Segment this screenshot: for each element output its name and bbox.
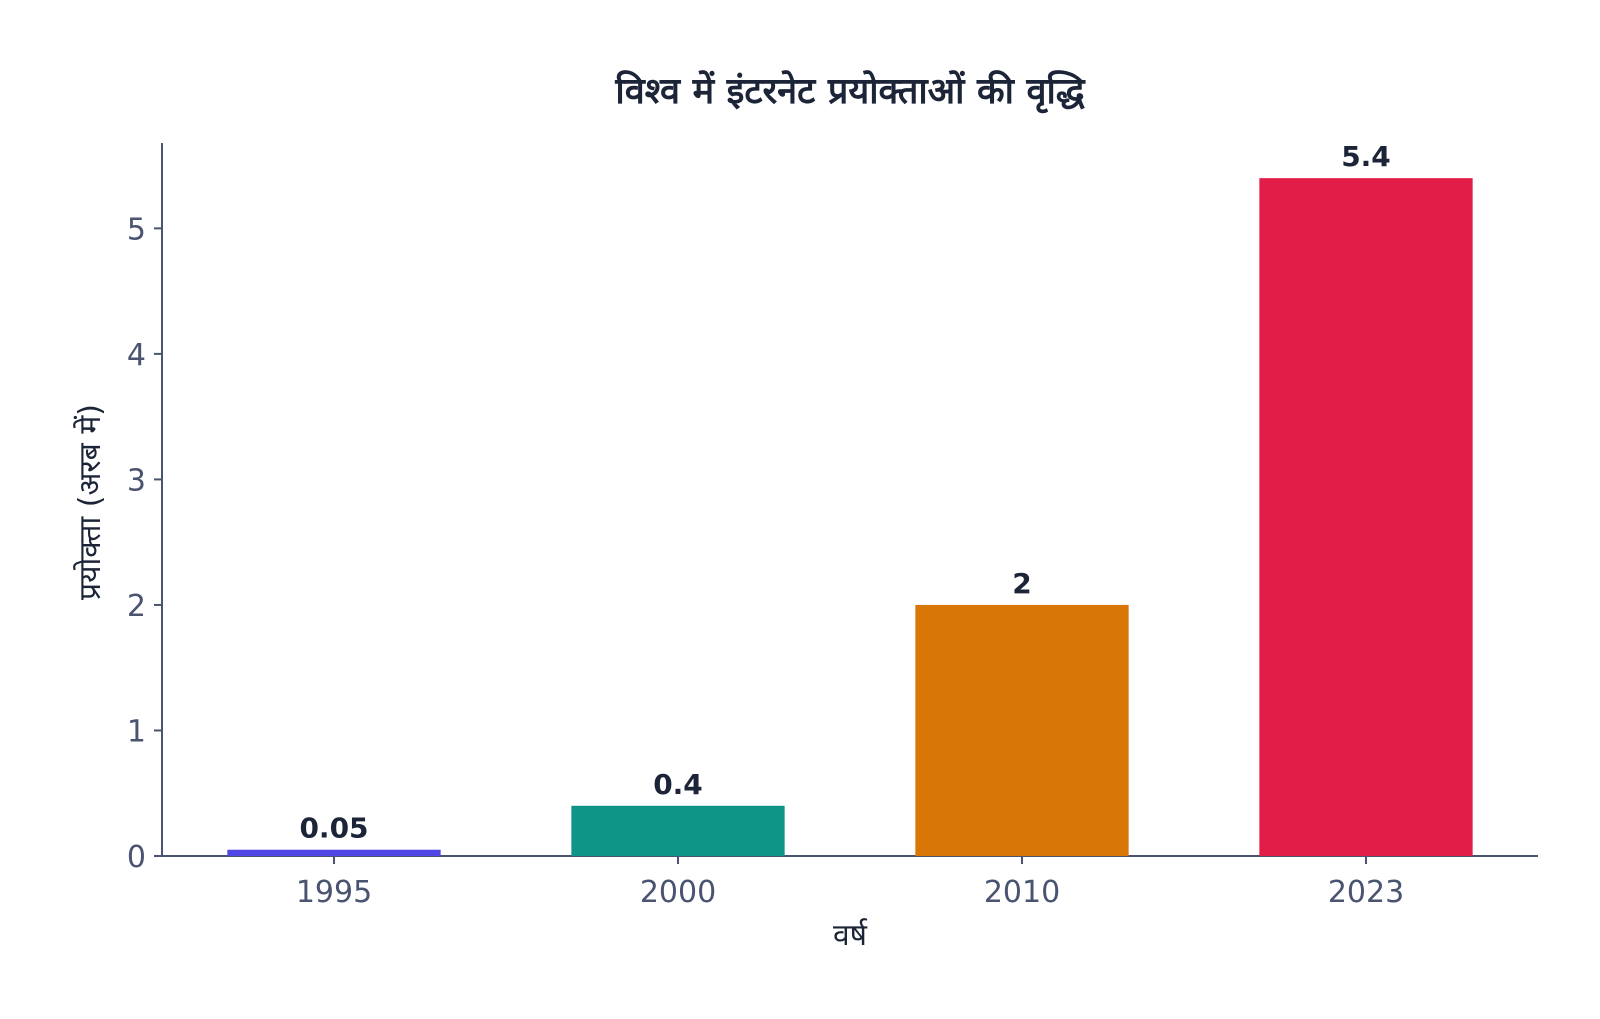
y-tick-label-4: 4 (127, 338, 146, 373)
data-label-2010: 2 (1012, 567, 1031, 600)
y-tick-label-5: 5 (127, 212, 146, 247)
x-tick-label-2010: 2010 (984, 875, 1060, 910)
x-ticks-group: 1995 2000 2010 2023 (296, 856, 1404, 910)
bar-2023 (1259, 178, 1473, 856)
x-tick-label-2023: 2023 (1328, 875, 1404, 910)
y-axis-title: प्रयोक्ता (अरब में) (73, 404, 108, 600)
data-labels-group: 0.05 0.4 2 5.4 (299, 140, 1390, 845)
chart-title: विश्व में इंटरनेट प्रयोक्ताओं की वृद्धि (614, 70, 1085, 114)
data-label-2023: 5.4 (1341, 140, 1391, 173)
bar-2000 (571, 805, 785, 856)
y-ticks-group: 0 1 2 3 4 5 (127, 212, 162, 875)
x-axis-title: वर्ष (833, 918, 868, 953)
bar-1995 (227, 849, 441, 856)
y-tick-label-3: 3 (127, 463, 146, 498)
x-tick-label-1995: 1995 (296, 875, 372, 910)
data-label-2000: 0.4 (653, 768, 703, 801)
y-tick-label-1: 1 (127, 714, 146, 749)
y-tick-label-0: 0 (127, 840, 146, 875)
x-tick-label-2000: 2000 (640, 875, 716, 910)
bars-group (227, 178, 1473, 856)
y-tick-label-2: 2 (127, 589, 146, 624)
data-label-1995: 0.05 (299, 812, 368, 845)
bar-2010 (915, 604, 1129, 856)
